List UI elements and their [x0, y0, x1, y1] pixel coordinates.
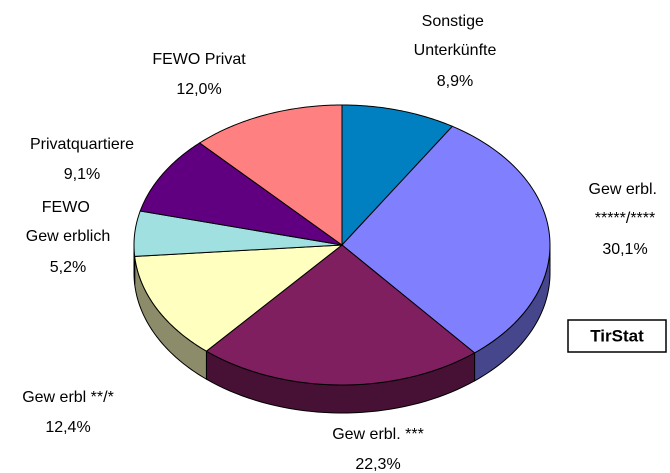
value-label: 9,1% — [64, 166, 100, 183]
category-label: FEWO Privat — [152, 51, 246, 68]
label-line: Gew erbl. — [589, 181, 662, 198]
slice — [341, 104, 454, 247]
value-label: 12,0% — [176, 81, 221, 98]
slice — [133, 210, 343, 257]
slice — [198, 104, 343, 246]
label-line: Gew erblich — [26, 228, 110, 245]
category-label: Privatquartiere — [30, 136, 134, 153]
slice — [205, 244, 476, 386]
category-label: Sonstige Unterkünfte — [414, 13, 497, 59]
category-label: Gew erbl **/* — [22, 389, 114, 406]
category-label: Gew erbl. *** — [332, 426, 424, 443]
label-line: Unterkünfte — [414, 42, 497, 59]
value-label: 8,9% — [437, 73, 473, 90]
value-label: 30,1% — [602, 241, 647, 258]
value-label: 5,2% — [50, 259, 86, 276]
category-label: Gew erbl. *****/**** — [589, 181, 662, 227]
value-label: 12,4% — [45, 419, 90, 436]
annotation-box — [567, 319, 667, 353]
label-line: *****/**** — [595, 210, 655, 227]
slice — [341, 125, 551, 354]
value-label: 22,3% — [355, 456, 400, 473]
slice — [134, 244, 344, 352]
label-line: FEWO — [42, 199, 94, 216]
slice — [139, 142, 343, 246]
label-line: Sonstige — [422, 13, 489, 30]
category-label: FEWO Gew erblich — [26, 199, 110, 245]
annotation: TirStat — [590, 326, 644, 345]
